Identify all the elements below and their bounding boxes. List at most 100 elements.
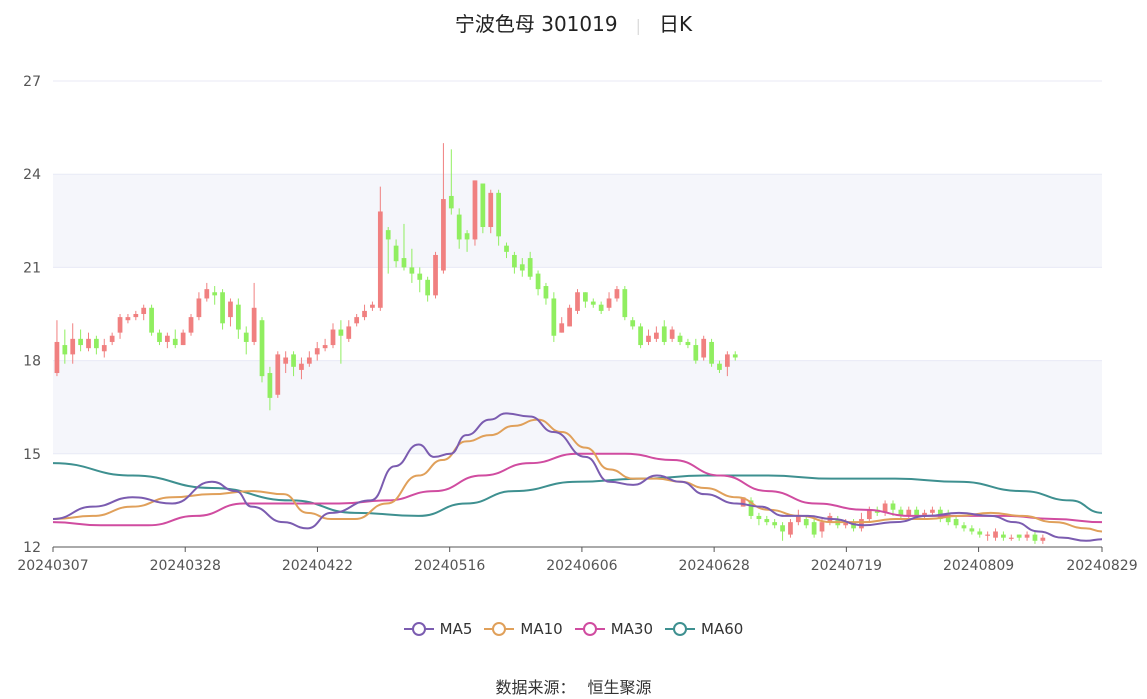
candle-body	[425, 279, 431, 296]
candle-body	[330, 329, 336, 346]
candle-body	[638, 326, 643, 346]
candle-body	[890, 503, 896, 510]
x-tick-label: 20240328	[150, 558, 221, 574]
candle-body	[377, 211, 383, 308]
candle-body	[748, 500, 754, 516]
x-tick-label: 20240606	[546, 558, 617, 574]
candle-body	[701, 338, 707, 358]
candle-body	[109, 335, 115, 342]
candle-body	[559, 323, 565, 333]
candle-body	[54, 341, 60, 374]
candle-body	[172, 338, 178, 346]
candle-body	[803, 519, 809, 526]
candle-body	[906, 509, 912, 516]
source-label: 数据来源：	[495, 678, 576, 697]
legend-label: MA30	[610, 620, 654, 638]
x-tick-label: 20240307	[17, 558, 88, 574]
candle-body	[417, 273, 423, 280]
legend-item-ma30[interactable]: MA30	[574, 620, 654, 638]
candle-body	[527, 258, 533, 277]
candle-body	[401, 258, 407, 268]
candle-body	[551, 298, 557, 336]
candle-body	[86, 338, 91, 349]
candle-body	[338, 329, 344, 336]
ma10-line	[52, 418, 1103, 533]
x-tick-label: 20240516	[414, 558, 485, 574]
legend-item-ma5[interactable]: MA5	[403, 620, 473, 638]
grid-band	[53, 360, 1102, 454]
legend-label: MA5	[439, 620, 473, 638]
legend-item-ma10[interactable]: MA10	[484, 620, 563, 638]
candle-body	[212, 292, 218, 296]
candle-body	[504, 245, 509, 252]
candle-body	[535, 273, 541, 290]
candle-body	[180, 332, 186, 346]
candle-body	[125, 317, 131, 321]
candle-body	[283, 357, 289, 364]
candle-body	[780, 525, 785, 532]
candle-body	[654, 332, 659, 339]
candle-body	[1001, 534, 1006, 538]
candle-body	[669, 329, 675, 339]
candle-body	[851, 522, 856, 529]
candle-body	[914, 509, 920, 516]
x-tick-label: 20240422	[282, 558, 353, 574]
candle-body	[362, 310, 367, 318]
candle-body	[922, 512, 927, 516]
candle-body	[433, 254, 438, 296]
candle-body	[756, 515, 762, 520]
candle-body	[267, 373, 273, 398]
candle-body	[204, 289, 210, 299]
candle-body	[117, 317, 123, 333]
source-value: 恒生聚源	[587, 678, 652, 697]
candle-body	[882, 503, 888, 513]
candle-body	[819, 522, 825, 532]
candle-body	[843, 522, 849, 526]
y-tick-label: 27	[23, 74, 41, 90]
candle-body	[985, 534, 991, 536]
ma5-line	[52, 412, 1103, 542]
candle-body	[1024, 534, 1030, 538]
candle-body	[157, 332, 162, 342]
legend-marker-icon	[484, 622, 515, 636]
legend-label: MA60	[701, 620, 744, 638]
candle-body	[993, 531, 998, 538]
x-tick-label: 20240809	[943, 558, 1014, 574]
candle-body	[306, 357, 312, 364]
candle-body	[299, 363, 304, 370]
y-tick-label: 21	[23, 260, 41, 276]
candle-body	[583, 292, 588, 302]
candle-body	[133, 314, 139, 318]
candle-body	[448, 195, 454, 209]
candle-body	[630, 320, 636, 327]
x-tick-label: 20240719	[811, 558, 882, 574]
candle-body	[614, 289, 620, 299]
y-tick-label: 18	[23, 354, 41, 370]
candle-body	[788, 522, 793, 535]
candle-body	[646, 335, 651, 342]
candle-body	[393, 245, 399, 262]
candle-body	[724, 354, 730, 367]
candle-body	[188, 317, 194, 333]
candle-body	[441, 199, 446, 271]
candle-body	[961, 525, 967, 529]
candle-body	[685, 341, 691, 346]
candle-body	[709, 341, 714, 364]
y-tick-label: 24	[23, 167, 41, 183]
legend-marker-icon	[403, 622, 434, 636]
candle-body	[243, 332, 249, 342]
x-tick-label: 20240628	[679, 558, 750, 574]
candle-body	[1032, 534, 1038, 541]
legend-item-ma60[interactable]: MA60	[665, 620, 743, 638]
chart-title: 宁波色母 301019 | 日K	[0, 8, 1147, 37]
candle-body	[314, 348, 320, 355]
candle-body	[512, 254, 517, 268]
candle-body	[693, 345, 699, 361]
candle-body	[859, 519, 864, 529]
candle-body	[496, 192, 501, 237]
candle-body	[464, 233, 470, 240]
legend-marker-icon	[574, 622, 605, 636]
candle-body	[898, 509, 904, 516]
candle-body	[606, 298, 612, 308]
y-tick-label: 12	[23, 540, 41, 556]
